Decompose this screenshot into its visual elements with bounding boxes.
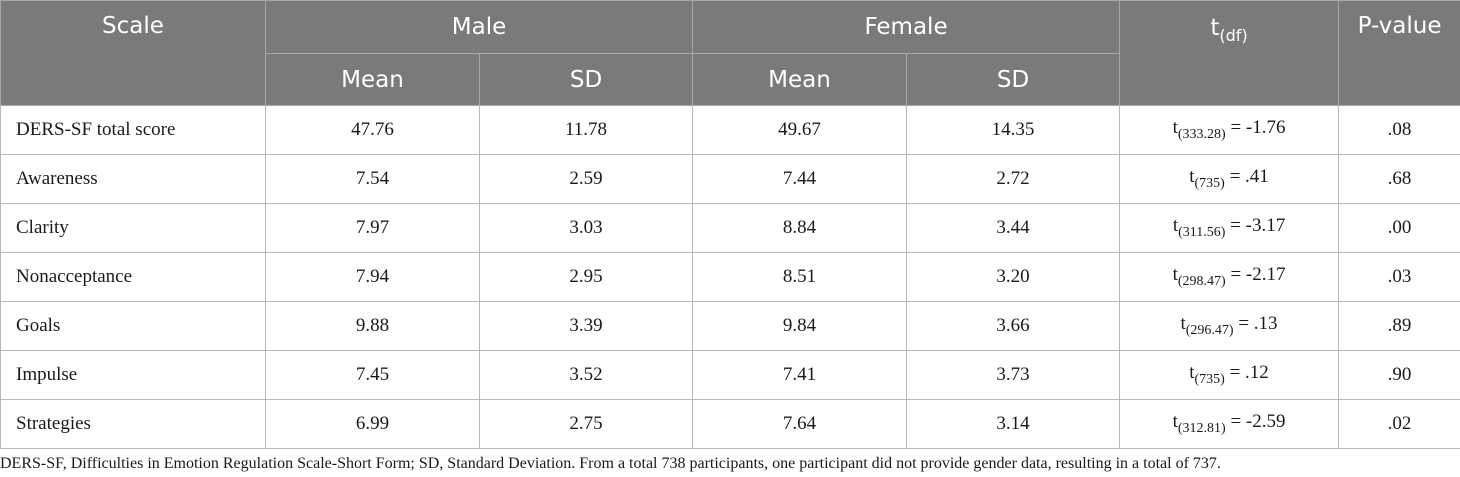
table-footnote: DERS-SF, Difficulties in Emotion Regulat… (0, 455, 1221, 472)
header-female: Female (692, 0, 1121, 54)
cell-p-value: .90 (1338, 350, 1460, 400)
cell-male-mean: 9.88 (265, 301, 480, 351)
header-row-groups: Scale Male Female t(df) P-value (0, 0, 1460, 106)
table-row: DERS-SF total score 47.76 11.78 49.67 14… (0, 105, 1460, 155)
cell-female-sd: 3.20 (906, 252, 1121, 302)
t-symbol: t (1172, 117, 1178, 138)
cell-p-value: .00 (1338, 203, 1460, 253)
t-df: (311.56) (1178, 225, 1226, 240)
t-df: (333.28) (1177, 127, 1226, 142)
t-symbol: t (1189, 166, 1195, 187)
cell-female-mean: 7.41 (692, 350, 908, 400)
t-value: = .13 (1233, 313, 1278, 334)
cell-female-sd: 2.72 (906, 154, 1121, 204)
cell-t-statistic: t(312.81) = -2.59 (1119, 399, 1340, 449)
t-value: = .41 (1224, 166, 1269, 187)
header-row-stats: Mean SD Mean SD (1, 53, 1460, 106)
t-symbol: t (1172, 411, 1178, 432)
cell-male-mean: 7.54 (265, 154, 480, 204)
table-row: Awareness 7.54 2.59 7.44 2.72 t(735) = .… (0, 154, 1460, 204)
table-header: Scale Male Female t(df) P-value Mean SD … (0, 0, 1460, 106)
cell-p-value: .03 (1338, 252, 1460, 302)
cell-t-statistic: t(735) = .41 (1119, 154, 1340, 204)
header-male-mean: Mean (265, 53, 480, 106)
cell-male-mean: 7.45 (265, 350, 480, 400)
cell-female-mean: 9.84 (692, 301, 908, 351)
cell-male-sd: 3.03 (478, 203, 694, 253)
header-p-value: P-value (1338, 0, 1460, 106)
t-df: (298.47) (1177, 274, 1226, 289)
cell-scale: Impulse (0, 350, 266, 400)
results-table: Scale Male Female t(df) P-value Mean SD … (0, 0, 1460, 449)
header-male: Male (264, 0, 694, 54)
cell-scale: Awareness (0, 154, 266, 204)
cell-female-mean: 8.84 (692, 203, 908, 253)
table-row: Clarity 7.97 3.03 8.84 3.44 t(311.56) = … (0, 203, 1460, 253)
table-body: DERS-SF total score 47.76 11.78 49.67 14… (0, 105, 1460, 449)
table-row: Nonacceptance 7.94 2.95 8.51 3.20 t(298.… (0, 252, 1460, 302)
cell-male-sd: 2.75 (478, 399, 694, 449)
cell-scale: Strategies (0, 399, 266, 449)
t-df: (296.47) (1185, 323, 1234, 338)
cell-p-value: .02 (1338, 399, 1460, 449)
cell-scale: DERS-SF total score (0, 105, 266, 155)
cell-female-sd: 14.35 (906, 105, 1121, 155)
header-female-mean: Mean (692, 53, 908, 106)
table-row: Strategies 6.99 2.75 7.64 3.14 t(312.81)… (0, 399, 1460, 449)
cell-scale: Goals (0, 301, 266, 351)
header-female-sd: SD (906, 53, 1121, 106)
t-value: = -1.76 (1225, 117, 1286, 138)
cell-male-mean: 7.97 (265, 203, 480, 253)
cell-male-sd: 11.78 (478, 105, 694, 155)
header-male-sd: SD (478, 53, 694, 106)
cell-male-sd: 3.52 (478, 350, 694, 400)
t-df: (735) (1194, 372, 1225, 387)
cell-female-mean: 8.51 (692, 252, 908, 302)
t-value: = .12 (1224, 362, 1269, 383)
header-scale: Scale (0, 0, 266, 106)
t-value: = -3.17 (1225, 215, 1286, 236)
t-value: = -2.59 (1225, 411, 1286, 432)
cell-t-statistic: t(735) = .12 (1119, 350, 1340, 400)
cell-male-sd: 3.39 (478, 301, 694, 351)
cell-female-mean: 7.64 (692, 399, 908, 449)
t-symbol: t (1172, 215, 1179, 236)
cell-male-mean: 7.94 (265, 252, 480, 302)
cell-t-statistic: t(311.56) = -3.17 (1119, 203, 1340, 253)
table-row: Goals 9.88 3.39 9.84 3.66 t(296.47) = .1… (0, 301, 1460, 351)
header-t-main: t (1210, 15, 1220, 41)
cell-male-sd: 2.59 (478, 154, 694, 204)
cell-female-sd: 3.14 (906, 399, 1121, 449)
cell-scale: Nonacceptance (0, 252, 266, 302)
cell-p-value: .68 (1338, 154, 1460, 204)
cell-female-mean: 49.67 (692, 105, 908, 155)
cell-male-mean: 47.76 (265, 105, 480, 155)
t-symbol: t (1180, 313, 1186, 334)
cell-female-sd: 3.66 (906, 301, 1121, 351)
cell-male-mean: 6.99 (265, 399, 480, 449)
table-row: Impulse 7.45 3.52 7.41 3.73 t(735) = .12… (0, 350, 1460, 400)
cell-female-sd: 3.73 (906, 350, 1121, 400)
cell-male-sd: 2.95 (478, 252, 694, 302)
cell-female-mean: 7.44 (692, 154, 908, 204)
cell-p-value: .08 (1338, 105, 1460, 155)
t-df: (312.81) (1177, 421, 1226, 436)
t-symbol: t (1172, 264, 1178, 285)
cell-scale: Clarity (0, 203, 266, 253)
t-value: = -2.17 (1225, 264, 1286, 285)
header-t-sub: (df) (1219, 26, 1248, 45)
t-df: (735) (1194, 176, 1225, 191)
cell-t-statistic: t(333.28) = -1.76 (1119, 105, 1340, 155)
cell-t-statistic: t(296.47) = .13 (1119, 301, 1340, 351)
cell-female-sd: 3.44 (906, 203, 1121, 253)
header-t-df: t(df) (1119, 0, 1340, 106)
cell-p-value: .89 (1338, 301, 1460, 351)
cell-t-statistic: t(298.47) = -2.17 (1119, 252, 1340, 302)
t-symbol: t (1189, 362, 1195, 383)
